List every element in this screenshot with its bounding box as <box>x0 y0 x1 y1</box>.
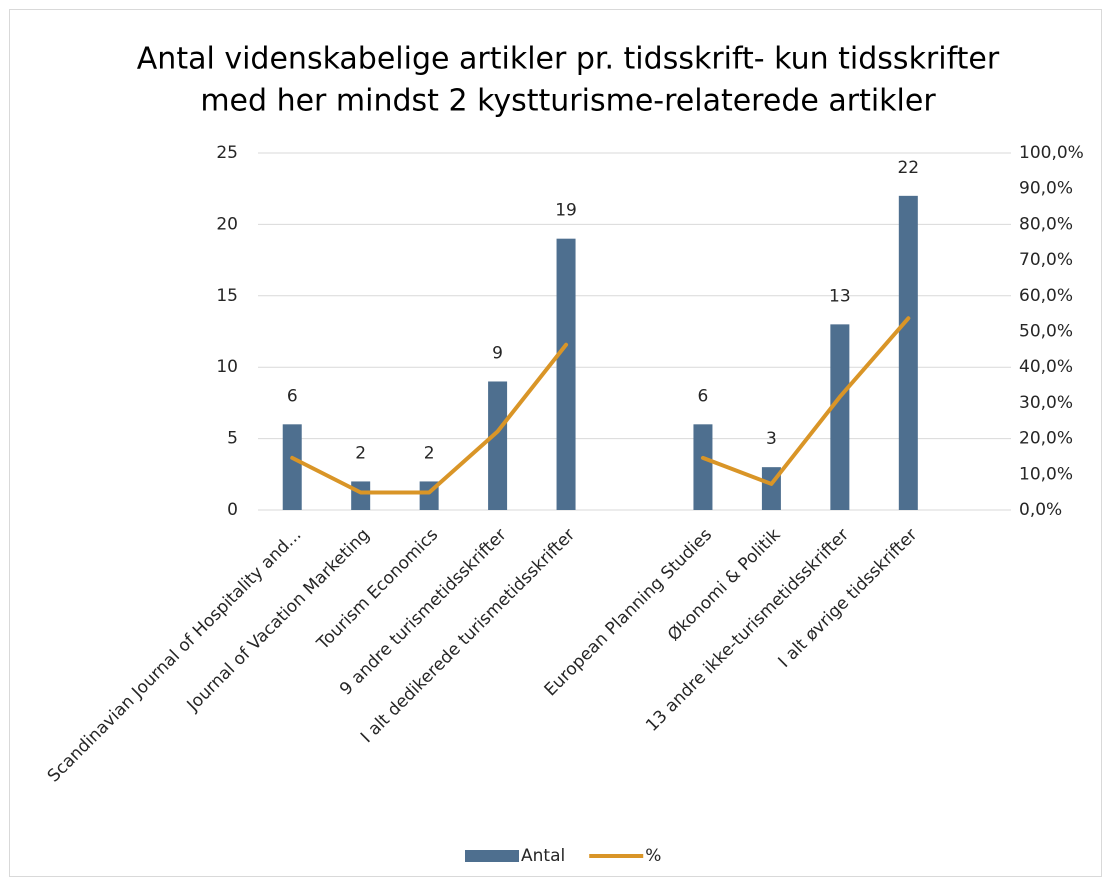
bar <box>693 424 713 510</box>
line <box>290 316 911 495</box>
y-tick-label: 20 <box>216 214 238 234</box>
data-label: 22 <box>897 158 919 178</box>
y2-tick-label: 70,0% <box>1019 250 1073 270</box>
data-label: 3 <box>766 429 777 449</box>
chart-title: med her mindst 2 kystturisme-relaterede … <box>200 84 936 119</box>
legend-label: Antal <box>521 846 565 866</box>
chart-title: Antal videnskabelige artikler pr. tidssk… <box>137 42 1000 77</box>
bar <box>830 324 850 510</box>
y2-tick-label: 30,0% <box>1019 393 1073 413</box>
legend-label: % <box>645 846 661 866</box>
y2-tick-label: 40,0% <box>1019 357 1073 377</box>
bar <box>282 424 302 510</box>
y2-tick-label: 100,0% <box>1019 143 1084 163</box>
y2-tick-label: 10,0% <box>1019 464 1073 484</box>
y-tick-label: 0 <box>227 500 238 520</box>
y2-tick-label: 20,0% <box>1019 429 1073 449</box>
y-tick-label: 5 <box>227 429 238 449</box>
data-label: 2 <box>424 443 435 463</box>
chart-frame <box>9 9 1102 877</box>
bar <box>556 238 576 510</box>
y2-tick-label: 0,0% <box>1019 500 1062 520</box>
y2-tick-label: 80,0% <box>1019 214 1073 234</box>
bar <box>898 195 918 510</box>
y-tick-label: 10 <box>216 357 238 377</box>
data-label: 6 <box>287 386 298 406</box>
data-label: 13 <box>829 286 851 306</box>
y2-tick-label: 50,0% <box>1019 322 1073 342</box>
legend-swatch <box>465 850 519 862</box>
data-label: 2 <box>355 443 366 463</box>
y2-tick-label: 60,0% <box>1019 286 1073 306</box>
data-label: 19 <box>555 201 577 221</box>
data-label: 9 <box>492 343 503 363</box>
data-label: 6 <box>698 386 709 406</box>
bar <box>488 381 508 510</box>
y-tick-label: 15 <box>216 286 238 306</box>
bar <box>351 481 371 510</box>
y2-tick-label: 90,0% <box>1019 179 1073 199</box>
y-tick-label: 25 <box>216 143 238 163</box>
